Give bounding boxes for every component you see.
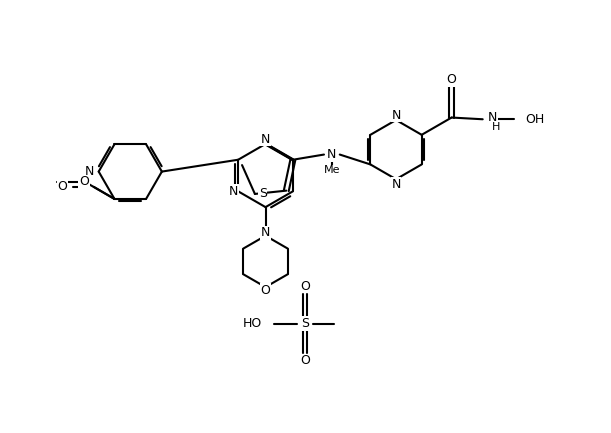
Text: O: O (300, 354, 310, 367)
Text: N: N (261, 226, 270, 239)
Text: N: N (392, 178, 401, 191)
Text: O: O (57, 181, 67, 194)
Text: N: N (392, 109, 401, 122)
Text: O: O (260, 284, 271, 297)
Text: N: N (229, 185, 238, 198)
Text: N: N (261, 132, 270, 145)
Text: H: H (492, 122, 500, 132)
Text: O: O (300, 280, 310, 293)
Text: HO: HO (243, 317, 262, 330)
Text: O: O (79, 175, 89, 188)
Text: N: N (84, 165, 93, 178)
Text: N: N (488, 111, 497, 124)
Text: OH: OH (525, 113, 545, 126)
Text: O: O (447, 73, 456, 86)
Text: N: N (327, 148, 337, 161)
Text: O: O (79, 176, 89, 189)
Text: Me: Me (324, 165, 340, 175)
Text: S: S (259, 187, 267, 200)
Text: S: S (301, 317, 309, 330)
